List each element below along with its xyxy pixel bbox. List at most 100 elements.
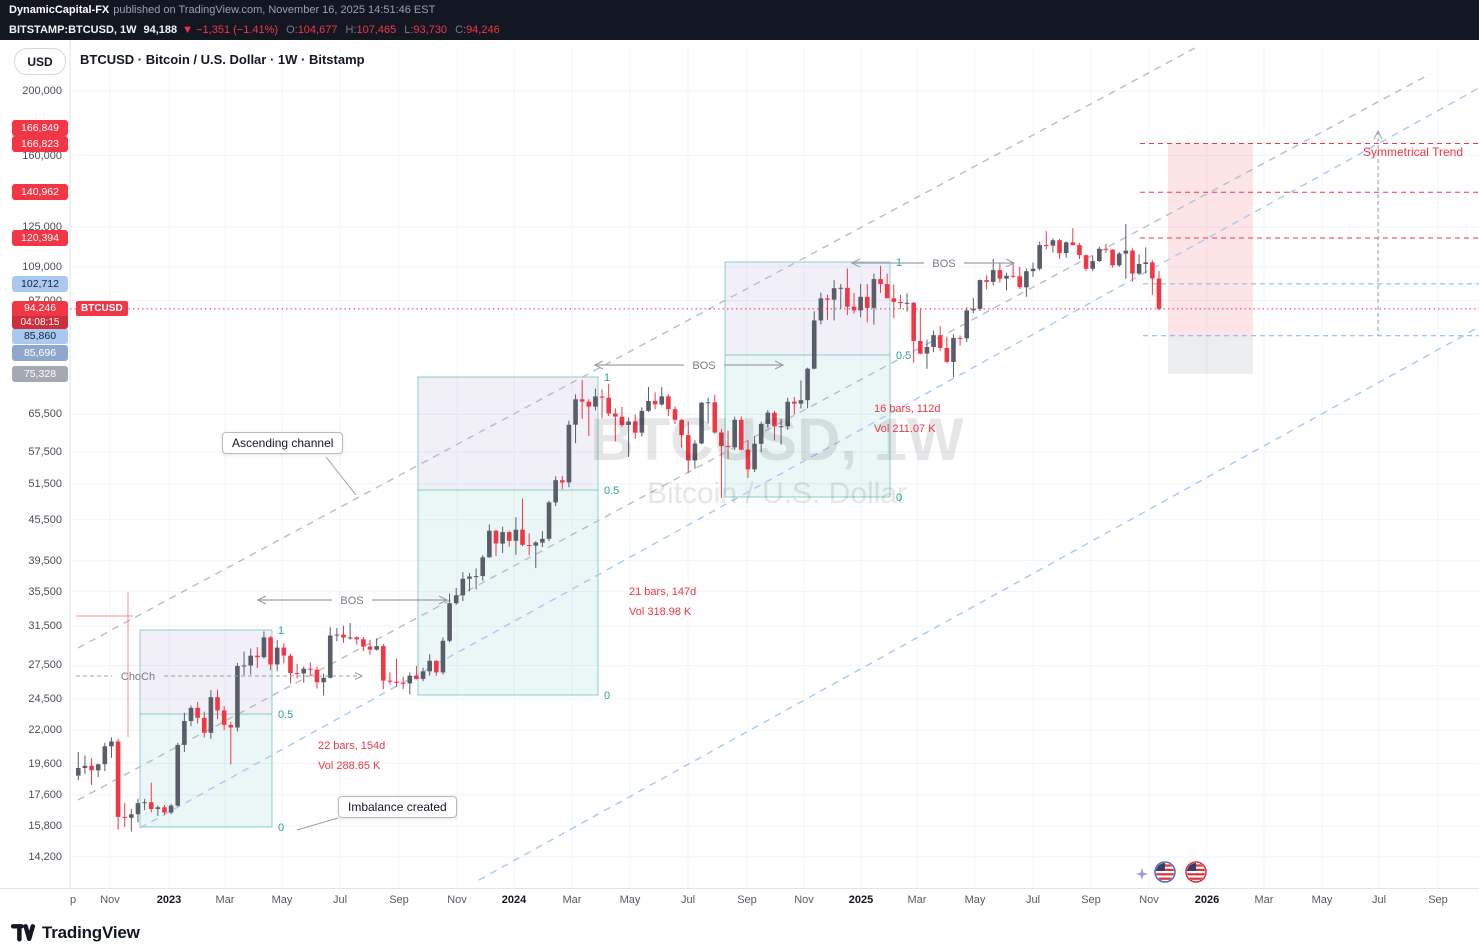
candle-body xyxy=(387,680,393,682)
candle-body xyxy=(115,741,121,817)
trend-line-blue[interactable] xyxy=(478,326,1479,881)
measurement-bars: 21 bars, 147d xyxy=(629,586,697,598)
candle-body xyxy=(420,671,426,679)
candle-body xyxy=(944,347,950,362)
candle-body xyxy=(142,802,147,804)
symbol-line-tag: BTCUSD xyxy=(76,301,128,317)
bos-arrowhead xyxy=(850,258,861,268)
price-axis-label: 39,500 xyxy=(28,554,62,567)
candle-body xyxy=(473,576,479,578)
bos-label[interactable]: BOS xyxy=(932,258,955,270)
candle-body xyxy=(1150,262,1155,279)
symmetrical-trend-label[interactable]: Symmetrical Trend xyxy=(1362,145,1463,159)
candle-body xyxy=(447,603,452,641)
fib-level-label: 0 xyxy=(604,690,610,702)
candle-body xyxy=(546,502,552,539)
price-axis-label: 51,500 xyxy=(28,477,62,490)
price-axis-label: 109,000 xyxy=(22,260,62,273)
candle-body xyxy=(1110,249,1115,266)
callout-imbalance-created[interactable]: Imbalance created xyxy=(338,796,457,818)
callout-tail xyxy=(296,817,339,831)
choch-label[interactable]: ChoCh xyxy=(121,671,155,683)
candle-body xyxy=(619,416,625,426)
candle-body xyxy=(758,423,764,444)
candle-body xyxy=(506,532,512,541)
time-axis-label: Sep xyxy=(389,894,409,906)
price-badge: 166,823 xyxy=(12,135,68,152)
candle-body xyxy=(1077,245,1082,256)
candle-body xyxy=(175,745,181,806)
fib-box-lower[interactable] xyxy=(140,714,272,827)
fib-box-outline xyxy=(724,261,891,498)
time-scale[interactable]: p Nov 2023 Mar May Jul Sep Nov 2024 Mar May Jul Sep N… xyxy=(0,888,1479,915)
candle-body xyxy=(745,449,751,470)
measurement-label[interactable]: 22 bars, 154d Vol 288.65 K xyxy=(318,736,385,776)
bos-arrowhead xyxy=(438,595,449,605)
candle-body xyxy=(155,807,161,809)
candle-body xyxy=(533,542,539,546)
time-axis-label: Mar xyxy=(562,894,582,906)
tradingview-wordmark[interactable]: TradingView xyxy=(42,923,140,942)
candle-body xyxy=(1010,275,1016,277)
us-flag-icon[interactable] xyxy=(1185,861,1207,883)
candle-body xyxy=(288,655,293,673)
bos-label[interactable]: BOS xyxy=(340,595,363,607)
watermark-name: Bitcoin / U.S. Dollar xyxy=(646,477,908,510)
time-axis-label: p xyxy=(69,894,77,906)
projection-zone-red[interactable] xyxy=(1168,143,1253,336)
candle-body xyxy=(679,419,684,436)
price-badge: 166,849 xyxy=(12,119,68,136)
candle-body xyxy=(765,412,771,424)
candle-body xyxy=(102,746,108,765)
candle-body xyxy=(453,595,459,604)
price-axis-label: 17,600 xyxy=(28,788,62,801)
us-flag-icon[interactable] xyxy=(1154,861,1176,883)
callout-ascending-channel[interactable]: Ascending channel xyxy=(222,432,344,454)
candle-body xyxy=(971,308,976,311)
candle-body xyxy=(1063,242,1069,254)
fib-level-label: 0.5 xyxy=(604,485,619,497)
last-price: 94,188 xyxy=(143,24,178,36)
candle-body xyxy=(129,814,134,818)
trend-line-blue[interactable] xyxy=(139,87,1479,829)
bos-arrowhead xyxy=(593,360,604,370)
fib-box-lower[interactable] xyxy=(418,490,598,695)
chart-title: BTCUSD · Bitcoin / U.S. Dollar · 1W · Bi… xyxy=(80,52,365,67)
tradingview-logo-icon[interactable] xyxy=(10,922,35,944)
price-badge: 85,860 xyxy=(12,327,68,344)
candle-body xyxy=(500,532,505,544)
measurement-label[interactable]: 21 bars, 147d Vol 318.98 K xyxy=(629,582,696,622)
trend-line-gray[interactable] xyxy=(77,73,1431,801)
candle-body xyxy=(891,298,897,302)
fib-box-outline xyxy=(417,376,599,696)
candle-body xyxy=(1017,276,1023,288)
candle-body xyxy=(990,270,996,282)
time-axis-label: Sep xyxy=(1428,894,1448,906)
candle-body xyxy=(719,432,724,446)
candle-body xyxy=(135,803,141,815)
fib-box-upper[interactable] xyxy=(140,630,272,714)
candle-body xyxy=(825,298,830,300)
candle-body xyxy=(248,655,253,666)
candle-body xyxy=(520,529,525,545)
symbol-name: BITSTAMP:BTCUSD, 1W xyxy=(9,24,137,36)
projection-zone-gray[interactable] xyxy=(1168,335,1253,374)
candle-body xyxy=(732,419,737,448)
trend-line-gray[interactable] xyxy=(77,47,1196,649)
candle-body xyxy=(301,668,307,674)
candle-body xyxy=(380,646,386,681)
currency-toggle-button[interactable]: USD xyxy=(14,48,66,75)
price-scale[interactable]: 200,000160,000125,000109,00097,00065,500… xyxy=(0,40,70,888)
candle-body xyxy=(122,816,128,818)
bos-label[interactable]: BOS xyxy=(692,360,715,372)
candle-body xyxy=(573,399,578,425)
candle-body xyxy=(739,419,744,450)
measurement-label[interactable]: 16 bars, 112d Vol 211.07 K xyxy=(874,399,940,439)
candle-body xyxy=(666,396,671,410)
candle-body xyxy=(1116,253,1122,266)
fib-level-label: 0.5 xyxy=(278,709,293,721)
candle-body xyxy=(659,396,665,405)
candle-body xyxy=(493,530,499,544)
current-price-badge: 94,246 04:08:15 xyxy=(12,300,68,329)
